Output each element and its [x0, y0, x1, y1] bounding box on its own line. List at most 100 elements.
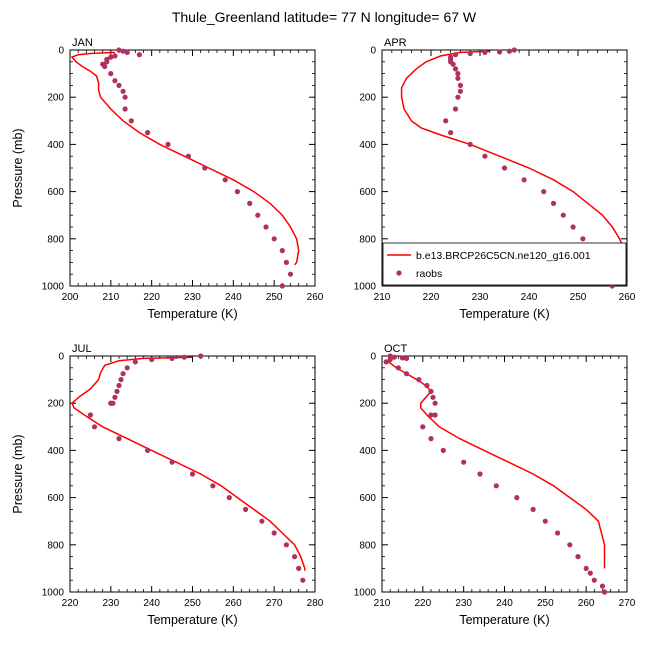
obs-point [457, 82, 463, 88]
obs-point [570, 224, 576, 230]
obs-point [112, 78, 118, 84]
obs-point [452, 66, 459, 72]
obs-point [263, 224, 269, 230]
x-tick-label: 240 [521, 292, 538, 303]
obs-point [120, 371, 126, 377]
obs-point [450, 61, 456, 67]
x-tick-label: 220 [62, 598, 79, 609]
y-tick-label: 800 [47, 540, 64, 551]
obs-point [550, 200, 557, 206]
y-tick-label: 400 [47, 446, 64, 457]
obs-point [477, 471, 483, 477]
obs-point [255, 212, 261, 218]
y-tick-label: 1000 [354, 282, 377, 293]
obs-point [391, 354, 397, 360]
obs-point [455, 94, 461, 100]
panel-label: JAN [72, 37, 93, 49]
x-tick-label: 240 [496, 598, 513, 609]
y-tick-label: 0 [370, 46, 376, 57]
plot-frame [69, 49, 316, 287]
y-tick-label: 600 [47, 493, 64, 504]
y-tick-label: 600 [359, 493, 376, 504]
obs-point [420, 424, 426, 430]
obs-point [165, 141, 171, 147]
obs-point [452, 52, 459, 58]
panel-oct: OCT 210 220 230 240 250 260 270 0 200 400 600 800 100… [354, 343, 636, 627]
obs-point [234, 189, 240, 195]
x-axis-title: Temperature (K) [459, 307, 549, 321]
x-tick-label: 230 [472, 292, 489, 303]
obs-point [424, 382, 430, 389]
y-tick-label: 200 [359, 399, 376, 410]
x-tick-label: 260 [225, 598, 242, 609]
obs-point [521, 177, 527, 183]
obs-point [112, 394, 118, 400]
obs-point [448, 130, 454, 136]
obs-point [514, 495, 520, 501]
obs-point [300, 577, 306, 583]
obs-point [145, 130, 151, 136]
obs-point [243, 506, 249, 512]
y-tick-label: 800 [359, 540, 376, 551]
legend-point-swatch [396, 270, 402, 276]
y-tick-label: 200 [47, 93, 64, 104]
panels: JAN 200 210 220 230 240 250 260 0 200 400 600 800 100… [11, 37, 636, 627]
x-tick-label: 210 [102, 292, 119, 303]
panel-jul: JUL 220 230 240 250 260 270 280 0 200 400 600 800 100… [11, 343, 324, 627]
x-tick-label: 270 [266, 598, 283, 609]
obs-point [383, 359, 389, 365]
obs-point [555, 530, 561, 536]
obs-point [104, 59, 110, 65]
obs-point [457, 88, 463, 94]
x-tick-label: 260 [619, 292, 636, 303]
obs-point [395, 365, 401, 371]
obs-point [279, 248, 285, 254]
y-tick-label: 0 [370, 352, 376, 363]
obs-point [455, 71, 461, 77]
panel-label: OCT [384, 343, 408, 355]
obs-point [279, 283, 285, 289]
obs-point [428, 412, 434, 418]
y-tick-label: 600 [47, 187, 64, 198]
x-tick-label: 250 [184, 598, 201, 609]
obs-point [387, 356, 393, 363]
obs-point [116, 382, 122, 389]
obs-point [114, 388, 120, 394]
obs-point [511, 47, 517, 53]
x-axis-title: Temperature (K) [147, 307, 237, 321]
x-tick-label: 260 [578, 598, 595, 609]
obs-point [202, 165, 208, 171]
y-tick-label: 400 [359, 446, 376, 457]
obs-point [124, 49, 130, 56]
x-tick-label: 230 [102, 598, 119, 609]
obs-point [467, 141, 473, 147]
y-axis-title: Pressure (mb) [11, 128, 25, 207]
obs-point [567, 542, 573, 548]
panel-jan: JAN 200 210 220 230 240 250 260 0 200 400 600 800 100… [11, 37, 324, 321]
x-tick-label: 200 [62, 292, 79, 303]
x-tick-label: 250 [537, 598, 554, 609]
obs-point [443, 118, 449, 124]
x-tick-label: 250 [266, 292, 283, 303]
obs-point [467, 50, 473, 57]
obs-point [112, 53, 118, 59]
obs-point [87, 412, 93, 418]
obs-point [120, 88, 126, 94]
legend-box [382, 242, 627, 286]
obs-point [122, 106, 128, 112]
obs-point [440, 447, 446, 453]
y-tick-label: 400 [359, 140, 376, 151]
obs-point [198, 353, 204, 359]
obs-point [580, 236, 586, 242]
obs-point [128, 118, 134, 124]
obs-point [432, 412, 438, 418]
obs-point [116, 436, 122, 442]
obs-point [124, 365, 130, 371]
obs-point [259, 518, 265, 524]
obs-point [108, 400, 114, 406]
obs-point [452, 106, 459, 112]
y-tick-label: 800 [359, 234, 376, 245]
y-tick-label: 400 [47, 140, 64, 151]
obs-point [271, 530, 277, 536]
legend-model-label: b.e13.BRCP26C5CN.ne120_g16.001 [416, 250, 591, 262]
